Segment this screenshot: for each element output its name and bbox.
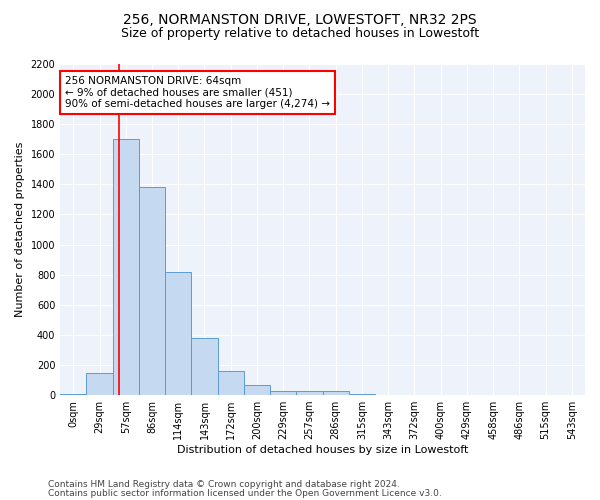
Bar — [270, 390, 296, 395]
Bar — [296, 392, 323, 395]
Bar — [349, 394, 375, 395]
Bar — [218, 371, 244, 395]
Bar — [139, 188, 165, 395]
Bar — [191, 338, 218, 395]
Text: Size of property relative to detached houses in Lowestoft: Size of property relative to detached ho… — [121, 28, 479, 40]
Y-axis label: Number of detached properties: Number of detached properties — [15, 142, 25, 317]
X-axis label: Distribution of detached houses by size in Lowestoft: Distribution of detached houses by size … — [177, 445, 468, 455]
Bar — [323, 392, 349, 395]
Bar — [113, 139, 139, 395]
Text: 256 NORMANSTON DRIVE: 64sqm
← 9% of detached houses are smaller (451)
90% of sem: 256 NORMANSTON DRIVE: 64sqm ← 9% of deta… — [65, 76, 330, 109]
Text: Contains public sector information licensed under the Open Government Licence v3: Contains public sector information licen… — [48, 488, 442, 498]
Bar — [86, 372, 113, 395]
Bar — [165, 272, 191, 395]
Bar — [60, 394, 86, 395]
Text: Contains HM Land Registry data © Crown copyright and database right 2024.: Contains HM Land Registry data © Crown c… — [48, 480, 400, 489]
Text: 256, NORMANSTON DRIVE, LOWESTOFT, NR32 2PS: 256, NORMANSTON DRIVE, LOWESTOFT, NR32 2… — [123, 12, 477, 26]
Bar — [244, 386, 270, 395]
